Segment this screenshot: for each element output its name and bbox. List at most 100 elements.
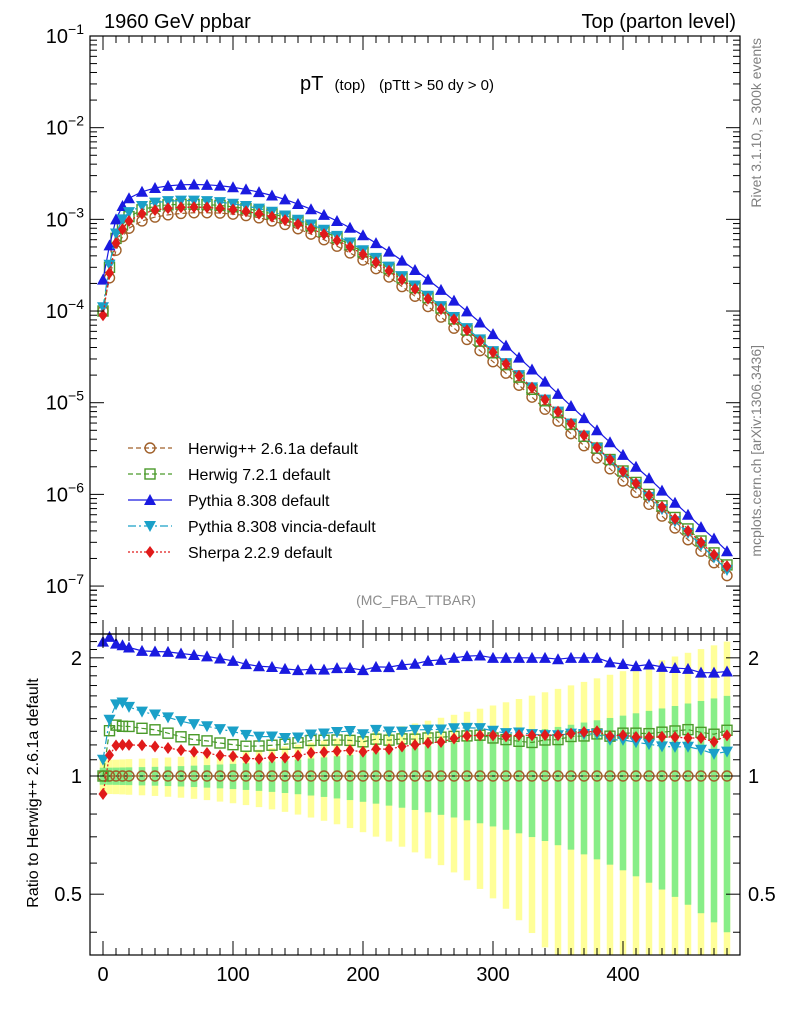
data-point [475, 335, 485, 348]
ratio-point [708, 748, 720, 760]
data-point [669, 496, 681, 508]
band-inner-bin [528, 731, 536, 838]
ratio-point [409, 657, 421, 669]
ratio-series-vincia [97, 697, 733, 766]
ratio-point [695, 666, 707, 678]
ratio-point [358, 745, 368, 758]
series-line [102, 203, 728, 566]
ratio-point [501, 730, 511, 743]
data-point [116, 214, 129, 226]
ratio-point [487, 651, 499, 663]
data-point [189, 201, 199, 214]
ratio-point [474, 649, 486, 661]
ratio-point [370, 770, 382, 782]
ratio-point [461, 722, 473, 734]
ratio-point [422, 770, 434, 782]
data-point [527, 381, 537, 394]
ratio-point [500, 651, 512, 663]
ratio-point [331, 662, 343, 674]
ratio-point [254, 752, 264, 765]
legend-label: Pythia 8.308 default [188, 493, 330, 510]
data-point [423, 292, 433, 305]
data-point [435, 283, 447, 295]
data-point [696, 536, 706, 549]
data-point [657, 500, 667, 513]
legend-label: Herwig 7.2.1 default [188, 467, 331, 484]
data-point [111, 237, 121, 250]
ratio-point [449, 732, 459, 745]
series-vincia [97, 195, 733, 576]
ratio-point [240, 770, 252, 782]
ratio-point [116, 697, 129, 709]
ratio-point [162, 645, 174, 657]
data-point [105, 266, 114, 279]
data-point [98, 309, 108, 322]
data-point [474, 316, 486, 328]
data-point [103, 259, 116, 271]
ratio-point [643, 739, 655, 751]
title-main: pT [300, 73, 323, 95]
ratio-point [344, 770, 356, 782]
data-point [214, 179, 226, 191]
data-point [540, 393, 550, 406]
ratio-point [383, 726, 395, 738]
data-point [305, 203, 317, 215]
ratio-point [162, 712, 174, 724]
ratio-point [228, 750, 238, 763]
band-inner-bin [307, 758, 315, 796]
data-point [110, 228, 122, 240]
band-inner-bin [268, 761, 276, 792]
ratio-point [123, 770, 135, 782]
data-point [566, 417, 576, 430]
ratio-point [253, 731, 265, 743]
ratio-point [111, 739, 121, 752]
ratio-point [188, 648, 200, 660]
ratio-point [227, 738, 239, 751]
data-point [462, 324, 472, 337]
legend-marker [144, 442, 156, 454]
ratio-point [344, 725, 356, 737]
ratio-point [123, 641, 135, 653]
ratio-point [116, 639, 129, 651]
ratio-series-group [97, 630, 733, 800]
ratio-point [214, 652, 226, 664]
ratio-point [253, 770, 265, 782]
ratio-point [435, 653, 447, 665]
ratio-point [617, 658, 629, 670]
x-tick-label: 400 [606, 964, 639, 986]
ratio-point [103, 630, 116, 642]
ratio-point [540, 729, 550, 742]
ratio-point [656, 770, 668, 782]
ratio-point [566, 727, 576, 740]
ratio-point [149, 724, 161, 736]
data-point [97, 273, 109, 285]
data-point [396, 254, 408, 266]
data-point [436, 303, 446, 316]
title-sub1: (top) [335, 77, 366, 94]
data-point [110, 213, 122, 225]
data-point [136, 185, 148, 197]
ratio-point [683, 731, 693, 744]
data-point [683, 524, 693, 537]
data-point [488, 346, 498, 359]
legend: Herwig++ 2.6.1a default Herwig 7.2.1 defa… [128, 441, 376, 562]
band-inner-bin [632, 713, 640, 877]
data-point [318, 208, 330, 220]
ratio-point [539, 770, 551, 782]
ratio-point [293, 749, 303, 762]
data-point [280, 214, 290, 227]
ratio-point [474, 770, 486, 782]
ratio-point [175, 731, 187, 743]
ratio-point [695, 744, 707, 756]
data-point [215, 202, 225, 215]
data-point [149, 197, 161, 209]
ratio-point [189, 745, 199, 758]
data-point [358, 248, 368, 261]
data-point [162, 196, 174, 208]
ratio-point [553, 729, 563, 742]
data-point [592, 441, 602, 454]
data-point [176, 201, 186, 214]
side-rivet-text: Rivet 3.1.10, ≥ 300k events [748, 38, 764, 208]
data-point [345, 240, 355, 253]
